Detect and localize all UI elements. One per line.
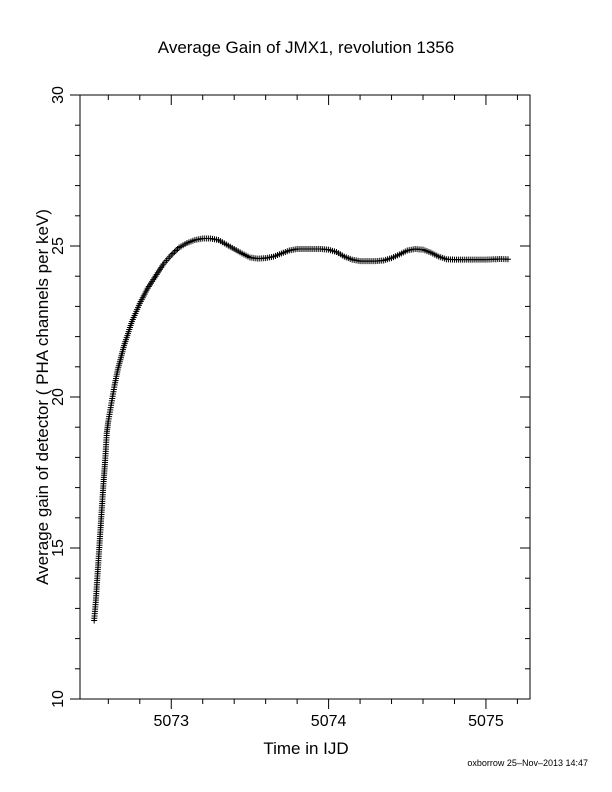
x-tick-label: 5075	[468, 713, 504, 730]
data-point	[172, 247, 179, 254]
data-point	[504, 256, 511, 263]
y-tick-label: 20	[50, 388, 67, 406]
x-tick-label: 5073	[153, 713, 189, 730]
data-point	[169, 250, 176, 257]
chart-title: Average Gain of JMX1, revolution 1356	[158, 38, 454, 57]
data-point	[174, 246, 181, 253]
y-tick-label: 15	[50, 539, 67, 557]
footer-stamp: oxborrow 25–Nov–2013 14:47	[467, 758, 588, 768]
plot-frame	[79, 94, 531, 700]
x-axis: 5073 5074 5075	[107, 95, 518, 730]
y-axis-label: Average gain of detector ( PHA channels …	[33, 209, 52, 585]
y-tick-label: 10	[50, 690, 67, 708]
y-axis: 10 15 20 25 30	[50, 86, 530, 708]
data-points	[91, 235, 511, 624]
data-point	[171, 249, 178, 256]
y-tick-label: 30	[50, 86, 67, 104]
x-tick-label: 5074	[311, 713, 347, 730]
y-tick-label: 25	[50, 237, 67, 255]
x-axis-label: Time in IJD	[263, 739, 348, 758]
